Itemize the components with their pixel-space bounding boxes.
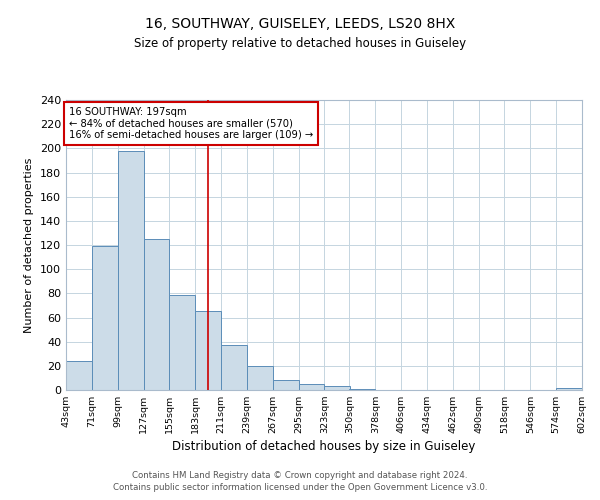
Bar bbox=[349, 389, 375, 390]
Text: Size of property relative to detached houses in Guiseley: Size of property relative to detached ho… bbox=[134, 38, 466, 51]
Text: 16, SOUTHWAY, GUISELEY, LEEDS, LS20 8HX: 16, SOUTHWAY, GUISELEY, LEEDS, LS20 8HX bbox=[145, 18, 455, 32]
Bar bbox=[325, 386, 350, 390]
Bar bbox=[66, 361, 92, 390]
Bar bbox=[118, 151, 143, 390]
Bar bbox=[273, 380, 299, 390]
Bar bbox=[169, 294, 195, 390]
Bar bbox=[556, 388, 582, 390]
Y-axis label: Number of detached properties: Number of detached properties bbox=[25, 158, 34, 332]
Bar bbox=[195, 312, 221, 390]
Bar bbox=[299, 384, 325, 390]
Bar bbox=[92, 246, 118, 390]
Text: 16 SOUTHWAY: 197sqm
← 84% of detached houses are smaller (570)
16% of semi-detac: 16 SOUTHWAY: 197sqm ← 84% of detached ho… bbox=[69, 108, 313, 140]
X-axis label: Distribution of detached houses by size in Guiseley: Distribution of detached houses by size … bbox=[172, 440, 476, 454]
Bar bbox=[247, 366, 273, 390]
Text: Contains HM Land Registry data © Crown copyright and database right 2024.
Contai: Contains HM Land Registry data © Crown c… bbox=[113, 471, 487, 492]
Bar bbox=[143, 239, 169, 390]
Bar bbox=[221, 346, 247, 390]
